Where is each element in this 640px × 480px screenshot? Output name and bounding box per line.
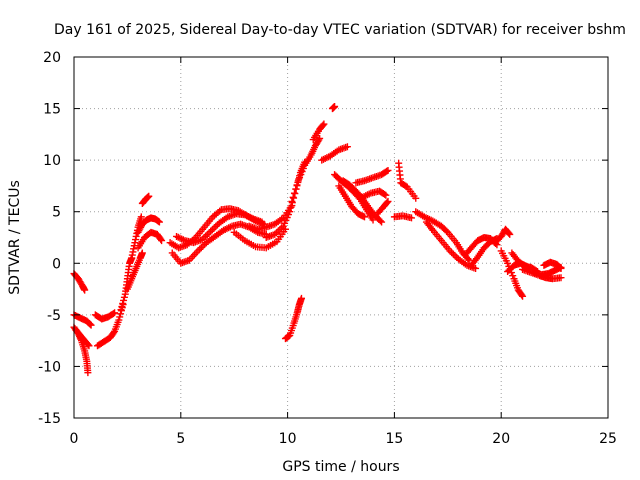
- y-tick-label: 0: [52, 256, 61, 272]
- data-point: [360, 213, 368, 221]
- data-point: [116, 313, 124, 321]
- grid-layer: [74, 57, 608, 418]
- y-tick-label: 5: [52, 205, 61, 221]
- data-point: [294, 177, 302, 185]
- data-point: [383, 167, 391, 175]
- data-point: [155, 218, 163, 226]
- plot-frame: [73, 56, 609, 419]
- data-point: [205, 229, 213, 237]
- data-point: [382, 191, 390, 199]
- data-point: [316, 134, 324, 142]
- data-point: [376, 217, 384, 225]
- data-point: [320, 120, 328, 128]
- x-tick-label: 20: [492, 431, 510, 447]
- data-point: [288, 197, 296, 205]
- data-point: [292, 185, 300, 193]
- data-point: [557, 264, 565, 272]
- data-point: [504, 259, 512, 267]
- data-point: [145, 192, 153, 200]
- data-point: [383, 198, 391, 206]
- x-tick-label: 0: [70, 431, 79, 447]
- data-point: [319, 121, 327, 129]
- data-point: [210, 224, 218, 232]
- data-point: [297, 171, 305, 179]
- x-tick-label: 15: [385, 431, 403, 447]
- data-point: [287, 203, 295, 211]
- data-point: [451, 252, 459, 260]
- data-point: [84, 369, 92, 377]
- data-point: [197, 244, 205, 252]
- ticks-layer: 0 5 10 15 20 25 -15 -10 -5 0 5 10 15 20: [38, 50, 617, 447]
- data-point: [212, 222, 220, 230]
- data-point: [407, 214, 415, 222]
- chart-title: Day 161 of 2025, Sidereal Day-to-day VTE…: [54, 22, 626, 38]
- data-point: [81, 286, 89, 294]
- data-point: [117, 306, 125, 314]
- data-point: [84, 341, 92, 349]
- data-point: [505, 229, 513, 237]
- data-point: [412, 194, 420, 202]
- x-axis-label: GPS time / hours: [282, 459, 399, 475]
- data-point: [378, 218, 386, 226]
- data-point: [290, 189, 298, 197]
- data-point: [111, 309, 119, 317]
- data-point: [472, 264, 480, 272]
- data-point: [518, 291, 526, 299]
- data-point: [293, 181, 301, 189]
- data-point: [509, 272, 517, 280]
- data-point: [119, 300, 127, 308]
- data-point: [448, 249, 456, 257]
- data-point: [343, 143, 351, 151]
- data-point: [464, 255, 472, 263]
- data-point: [298, 167, 306, 175]
- data-point: [289, 193, 297, 201]
- data-point: [296, 174, 304, 182]
- x-tick-label: 10: [279, 431, 297, 447]
- data-point: [381, 190, 389, 198]
- data-point: [506, 230, 514, 238]
- data-point: [331, 103, 339, 111]
- y-axis-label: SDTVAR / TECUs: [7, 180, 23, 295]
- data-point: [138, 249, 146, 257]
- data-point: [157, 235, 165, 243]
- data-point: [449, 250, 457, 258]
- data-point: [286, 208, 294, 216]
- y-tick-label: -15: [38, 411, 61, 427]
- y-tick-label: 10: [43, 153, 61, 169]
- y-tick-label: -5: [47, 308, 61, 324]
- y-tick-label: 20: [43, 50, 61, 66]
- data-point: [519, 292, 527, 300]
- data-point: [120, 296, 128, 304]
- data-point: [120, 293, 128, 301]
- y-tick-label: -10: [38, 359, 61, 375]
- data-point: [87, 321, 95, 329]
- data-point: [299, 164, 307, 172]
- points-layer: [70, 103, 565, 377]
- data-point: [384, 197, 392, 205]
- data-point: [158, 237, 166, 245]
- y-tick-label: 15: [43, 102, 61, 118]
- data-point: [207, 227, 215, 235]
- data-point: [196, 245, 204, 253]
- data-point: [115, 316, 123, 324]
- data-point: [384, 166, 392, 174]
- data-point: [137, 213, 145, 221]
- data-point: [118, 303, 126, 311]
- data-point: [556, 264, 564, 272]
- data-point: [109, 310, 117, 318]
- data-point: [85, 342, 93, 350]
- data-point: [258, 218, 266, 226]
- x-tick-label: 25: [599, 431, 617, 447]
- data-point: [110, 329, 118, 337]
- data-point: [297, 294, 305, 302]
- data-point: [86, 320, 94, 328]
- data-point: [208, 226, 216, 234]
- data-point: [557, 274, 565, 282]
- x-tick-label: 5: [176, 431, 185, 447]
